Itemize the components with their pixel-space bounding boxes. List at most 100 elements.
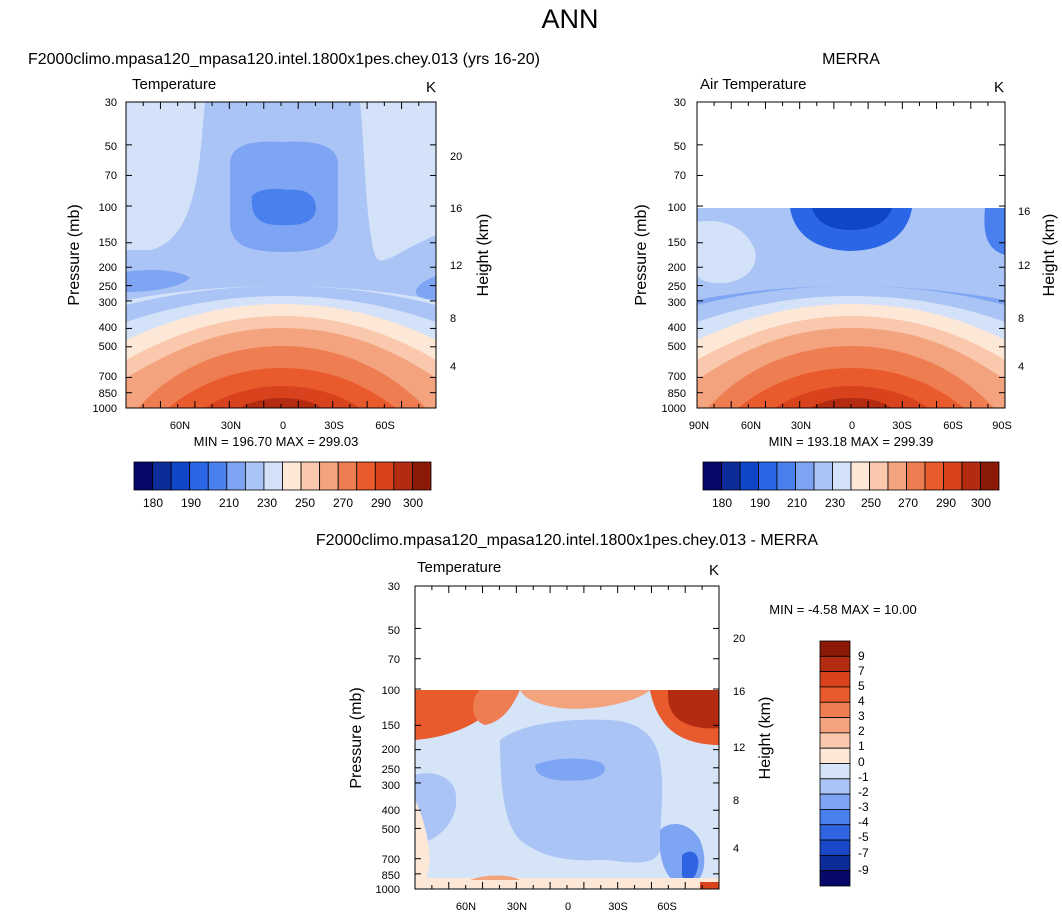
colorbar-label: -2	[858, 785, 869, 799]
panel-model-axis-ticks	[125, 101, 437, 409]
x-tick-label: 30S	[608, 901, 628, 913]
colorbar-label: 3	[858, 709, 865, 723]
colorbar-label: -1	[858, 770, 869, 784]
x-tick-label: 0	[565, 901, 571, 913]
x-tick-label: 30S	[892, 420, 912, 432]
colorbar-swatch	[739, 461, 759, 491]
page-title: ANN	[541, 4, 598, 34]
field-band-5	[668, 690, 719, 729]
colorbar-swatch	[906, 461, 926, 491]
x-tick-label: 60S	[657, 901, 677, 913]
pressure-tick-label: 50	[105, 141, 117, 153]
field-band-7	[535, 758, 605, 781]
colorbar-swatch	[819, 640, 851, 657]
field-band-14	[810, 398, 892, 408]
x-tick-label: 0	[280, 420, 286, 432]
panel-merra-title: MERRA	[822, 51, 880, 68]
pressure-tick-label: 150	[382, 720, 400, 732]
x-tick-label: 30N	[221, 420, 241, 432]
field-band-2	[697, 220, 756, 284]
colorbar-swatch	[170, 461, 191, 491]
height-tick-label: 4	[1018, 361, 1024, 373]
pressure-tick-label: 30	[105, 97, 117, 109]
colorbar-swatch	[819, 839, 851, 856]
pressure-tick-labels: 30 50 70 100 150 200 250 300 400 500 700…	[376, 581, 400, 896]
height-tick-label: 12	[1018, 260, 1030, 272]
colorbar-label: -5	[858, 830, 869, 844]
colorbar-swatch	[819, 717, 851, 734]
pressure-tick-label: 1000	[376, 884, 400, 896]
colorbar-label: 300	[403, 496, 423, 510]
colorbar-label: 180	[712, 496, 732, 510]
pressure-tick-label: 50	[674, 141, 686, 153]
height-tick-label: 8	[733, 795, 739, 807]
colorbar-swatch	[282, 461, 302, 491]
field-band-14	[240, 398, 322, 408]
pressure-tick-label: 70	[388, 654, 400, 666]
height-tick-label: 16	[450, 203, 462, 215]
field-band-4	[812, 208, 892, 230]
height-tick-labels: 4 8 12 16 20	[450, 151, 462, 373]
pressure-tick-label: 500	[99, 341, 117, 353]
x-tick-label: 30N	[791, 420, 811, 432]
colorbar-swatch	[776, 461, 796, 491]
colorbar-label: 210	[219, 496, 239, 510]
colorbar-label: 230	[257, 496, 277, 510]
field-band-13	[775, 386, 928, 408]
colorbar-model-labels: 180 190 210 230 250 270 290 300	[143, 496, 423, 510]
colorbar-label: 210	[787, 496, 807, 510]
colorbar-label: -7	[858, 846, 869, 860]
height-tick-label: 12	[733, 742, 745, 754]
panel-diff-units: K	[709, 562, 719, 579]
colorbar-swatch	[819, 793, 851, 810]
field-band-12	[415, 878, 719, 889]
x-tick-label: 30S	[324, 420, 344, 432]
pressure-tick-label: 400	[99, 322, 117, 334]
x-tick-label: 60S	[943, 420, 963, 432]
height-tick-labels: 4 8 12 16 20	[733, 633, 745, 855]
panel-merra-units: K	[994, 79, 1004, 96]
pressure-tick-label: 850	[99, 388, 117, 400]
x-tick-label: 0	[849, 420, 855, 432]
panel-merra-variable: Air Temperature	[700, 76, 806, 93]
pressure-tick-label: 1000	[93, 403, 117, 415]
panel-diff-stats: MIN = -4.58 MAX = 10.00	[769, 602, 916, 617]
colorbar-diff	[819, 640, 851, 887]
field-band-14	[700, 882, 719, 889]
pressure-tick-label: 50	[388, 625, 400, 637]
colorbar-swatch	[819, 732, 851, 749]
height-tick-label: 4	[733, 843, 739, 855]
pressure-tick-label: 200	[382, 744, 400, 756]
x-tick-labels: 60N 30N 0 30S 60S	[456, 901, 677, 913]
colorbar-label: 270	[898, 496, 918, 510]
y-axis-title-left: Pressure (mb)	[348, 687, 365, 788]
colorbar-label: 190	[750, 496, 770, 510]
colorbar-swatch	[943, 461, 963, 491]
colorbar-label: 290	[936, 496, 956, 510]
height-tick-labels: 4 8 12 16	[1018, 206, 1030, 373]
colorbar-label: 7	[858, 664, 865, 678]
y-axis-title-right: Height (km)	[1041, 214, 1058, 297]
panel-model-plot	[126, 102, 436, 408]
x-tick-label: 60N	[456, 901, 476, 913]
colorbar-diff-labels: 9 7 5 4 3 2 1 0 -1 -2 -3 -4 -5 -7 -9	[858, 649, 869, 877]
pressure-tick-labels: 30 50 70 100 150 200 250 300 400 500 700…	[662, 97, 686, 415]
colorbar-label: -9	[858, 863, 869, 877]
colorbar-merra-labels: 180 190 210 230 250 270 290 300	[712, 496, 991, 510]
pressure-tick-label: 200	[99, 262, 117, 274]
panel-merra-plot	[697, 102, 1005, 408]
panel-model-variable: Temperature	[132, 76, 216, 93]
colorbar-label: 5	[858, 679, 865, 693]
colorbar-label: 0	[858, 755, 865, 769]
colorbar-label: 300	[971, 496, 991, 510]
pressure-tick-label: 250	[382, 764, 400, 776]
pressure-tick-label: 300	[99, 297, 117, 309]
colorbar-label: 270	[333, 496, 353, 510]
colorbar-swatch	[795, 461, 815, 491]
field-blank	[697, 102, 1005, 208]
pressure-tick-label: 100	[99, 202, 117, 214]
colorbar-swatch	[300, 461, 321, 491]
colorbar-swatch	[819, 655, 851, 673]
panel-model-units: K	[426, 79, 436, 96]
colorbar-swatch	[819, 747, 851, 764]
